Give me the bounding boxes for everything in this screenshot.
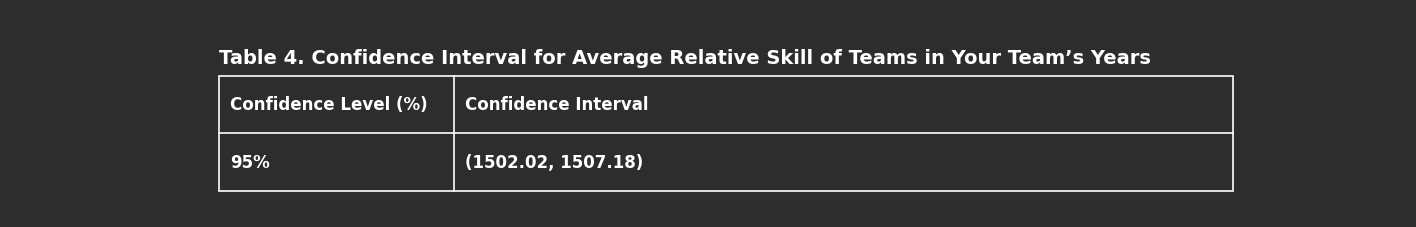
Text: Confidence Level (%): Confidence Level (%): [229, 96, 428, 114]
Text: 95%: 95%: [229, 154, 269, 172]
Bar: [218, 76, 1233, 192]
Text: Table 4. Confidence Interval for Average Relative Skill of Teams in Your Team’s : Table 4. Confidence Interval for Average…: [218, 49, 1151, 68]
Text: (1502.02, 1507.18): (1502.02, 1507.18): [464, 154, 643, 172]
Text: Confidence Interval: Confidence Interval: [464, 96, 649, 114]
